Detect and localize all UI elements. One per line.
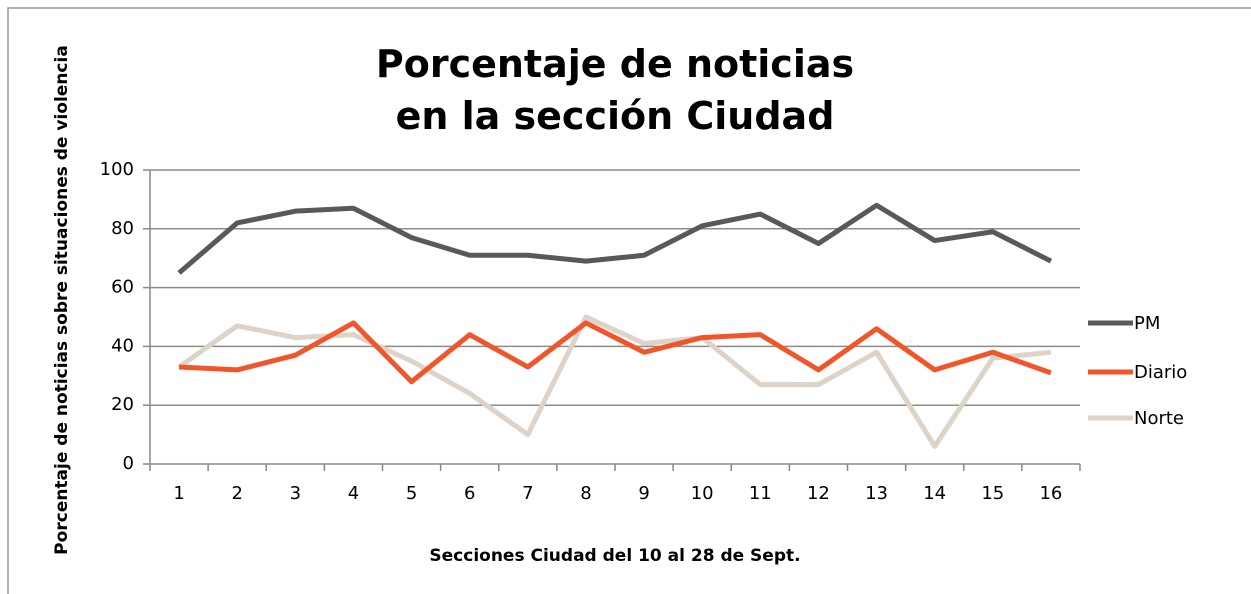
x-tick-label: 4 (348, 483, 359, 504)
series-line (178, 320, 1052, 385)
x-tick-label: 12 (807, 483, 830, 504)
x-tick-label: 1 (173, 483, 184, 504)
x-tick-label: 10 (691, 483, 714, 504)
y-tick-label: 0 (123, 453, 134, 474)
legend-label: PM (1134, 313, 1160, 334)
series-line (177, 202, 1053, 275)
chart-title: Porcentaje de noticias en la sección Ciu… (375, 42, 855, 138)
y-tick-label: 60 (111, 277, 134, 298)
y-axis-label: Porcentaje de noticias sobre situaciones… (52, 45, 72, 555)
y-tick-label: 40 (111, 335, 134, 356)
x-tick-label: 13 (865, 483, 888, 504)
legend-label: Diario (1134, 362, 1187, 383)
x-tick-label: 3 (290, 483, 301, 504)
x-tick-label: 6 (464, 483, 475, 504)
x-tick-label: 11 (749, 483, 772, 504)
x-tick-label: 8 (580, 483, 591, 504)
y-tick-label: 80 (111, 218, 134, 239)
series-line (177, 314, 1052, 449)
legend-label: Norte (1134, 408, 1184, 429)
x-tick-label: 14 (923, 483, 946, 504)
x-tick-label: 15 (981, 483, 1004, 504)
chart-frame (7, 7, 1251, 594)
x-tick-label: 7 (522, 483, 533, 504)
x-tick-label: 9 (638, 483, 649, 504)
y-tick-label: 100 (100, 159, 134, 180)
y-tick-label: 20 (111, 394, 134, 415)
x-tick-label: 16 (1039, 483, 1062, 504)
x-tick-label: 2 (231, 483, 242, 504)
x-tick-label: 5 (406, 483, 417, 504)
x-axis-label: Secciones Ciudad del 10 al 28 de Sept. (429, 546, 800, 566)
